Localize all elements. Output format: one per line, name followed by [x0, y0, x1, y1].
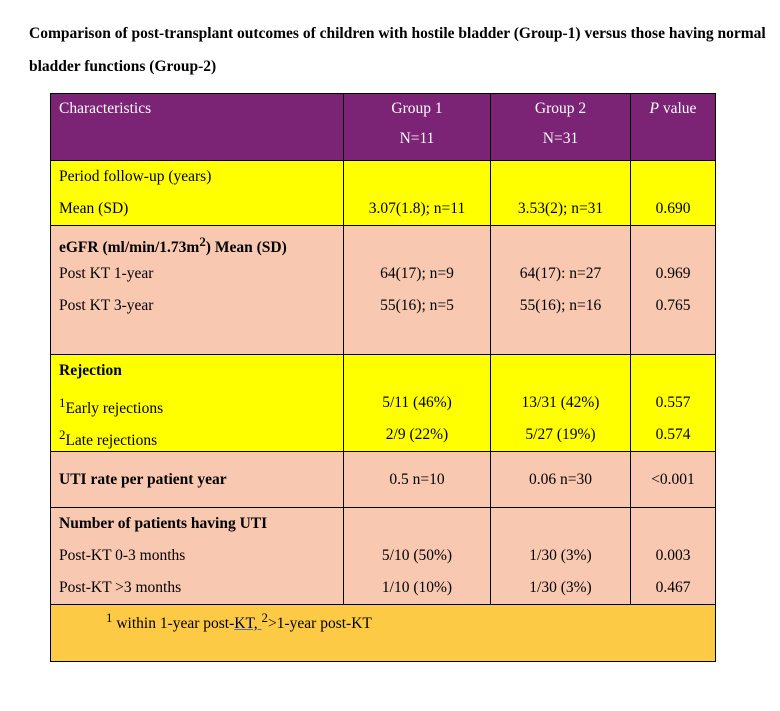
- egfr-row: eGFR (ml/min/1.73m2) Mean (SD) Post KT 1…: [50, 225, 716, 355]
- rejection-g2: 13/31 (42%) 5/27 (19%): [490, 354, 631, 452]
- egfr-g2: 64(17): n=27 55(16); n=16: [490, 225, 631, 355]
- followup-g1: 3.07(1.8); n=11: [343, 160, 491, 226]
- uti-patients-label-cell: Number of patients having UTI Post-KT 0-…: [50, 507, 344, 605]
- table-title: Comparison of post-transplant outcomes o…: [29, 25, 766, 75]
- followup-g2: 3.53(2); n=31: [490, 160, 631, 226]
- uti-rate-p: <0.001: [630, 451, 716, 508]
- rejection-g1: 5/11 (46%) 2/9 (22%): [343, 354, 491, 452]
- uti-patients-row: Number of patients having UTI Post-KT 0-…: [50, 507, 716, 605]
- followup-label-cell: Period follow-up (years) Mean (SD): [50, 160, 344, 226]
- rejection-p: 0.557 0.574: [630, 354, 716, 452]
- rejection-label-cell: Rejection 1Early rejections 2Late reject…: [50, 354, 344, 452]
- header-group2: Group 2 N=31: [490, 93, 631, 161]
- header-characteristics: Characteristics: [50, 93, 344, 161]
- uti-patients-g2: 1/30 (3%) 1/30 (3%): [490, 507, 631, 605]
- header-p-value: P value: [630, 93, 716, 161]
- footnote-row: 1 within 1-year post-KT, 2>1-year post-K…: [50, 604, 716, 662]
- header-group1: Group 1 N=11: [343, 93, 491, 161]
- uti-patients-g1: 5/10 (50%) 1/10 (10%): [343, 507, 491, 605]
- rejection-row: Rejection 1Early rejections 2Late reject…: [50, 354, 716, 452]
- egfr-label-cell: eGFR (ml/min/1.73m2) Mean (SD) Post KT 1…: [50, 225, 344, 355]
- footnote: 1 within 1-year post-KT, 2>1-year post-K…: [50, 604, 716, 662]
- uti-rate-row: UTI rate per patient year 0.5 n=10 0.06 …: [50, 451, 716, 508]
- outcomes-table: Characteristics Group 1 N=11 Group 2 N=3…: [50, 93, 716, 662]
- egfr-g1: 64(17); n=9 55(16); n=5: [343, 225, 491, 355]
- followup-p: 0.690: [630, 160, 716, 226]
- header-row: Characteristics Group 1 N=11 Group 2 N=3…: [50, 93, 716, 161]
- egfr-p: 0.969 0.765: [630, 225, 716, 355]
- followup-row: Period follow-up (years) Mean (SD) 3.07(…: [50, 160, 716, 226]
- uti-rate-label-cell: UTI rate per patient year: [50, 451, 344, 508]
- uti-rate-g1: 0.5 n=10: [343, 451, 491, 508]
- uti-rate-g2: 0.06 n=30: [490, 451, 631, 508]
- uti-patients-p: 0.003 0.467: [630, 507, 716, 605]
